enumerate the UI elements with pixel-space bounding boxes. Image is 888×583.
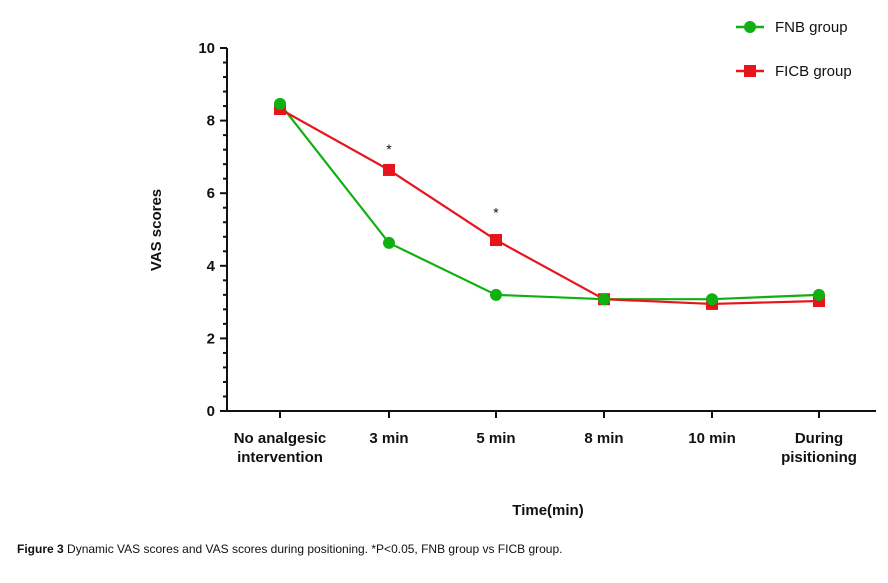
caption-text: Dynamic VAS scores and VAS scores during… (63, 542, 563, 556)
line-chart: 0 2 4 6 8 10 No analgesic intervention 3 min 5 mi… (148, 19, 876, 519)
data-point-fnb (383, 236, 395, 249)
y-tick-label: 0 (207, 403, 215, 420)
legend-label: FNB group (775, 19, 848, 36)
y-tick-label: 8 (207, 113, 215, 130)
data-point-ficb (490, 234, 502, 247)
data-point-fnb (598, 293, 610, 306)
y-tick-label: 4 (207, 258, 216, 275)
x-tick-label: 5 min (476, 430, 515, 447)
legend-marker-square (744, 65, 756, 77)
legend-label: FICB group (775, 63, 852, 80)
y-tick-label: 10 (198, 40, 215, 57)
series-line-fnb-group (279, 103, 820, 301)
series-line-ficb-group (279, 108, 820, 306)
figure-caption: Figure 3 Dynamic VAS scores and VAS scor… (17, 542, 562, 556)
data-point-fnb (706, 293, 718, 306)
x-axis-title: Time(min) (512, 502, 583, 519)
y-tick-label: 2 (207, 330, 215, 347)
x-tick-label: During (795, 430, 843, 447)
data-point-fnb (490, 288, 502, 301)
legend-marker-circle (744, 21, 756, 33)
x-tick-label: intervention (237, 449, 323, 466)
significance-asterisk: * (493, 205, 499, 221)
significance-asterisk: * (386, 141, 392, 157)
y-tick-label: 6 (207, 185, 215, 202)
x-tick-label: 3 min (369, 430, 408, 447)
x-tick-label: No analgesic (234, 430, 327, 447)
x-tick-label: pisitioning (781, 449, 857, 466)
x-tick-label: 8 min (584, 430, 623, 447)
y-axis-title: VAS scores (148, 189, 165, 271)
x-tick-label: 10 min (688, 430, 736, 447)
data-point-ficb (383, 163, 395, 176)
data-point-fnb (274, 97, 286, 110)
data-point-fnb (813, 288, 825, 301)
caption-label: Figure 3 (17, 542, 64, 556)
